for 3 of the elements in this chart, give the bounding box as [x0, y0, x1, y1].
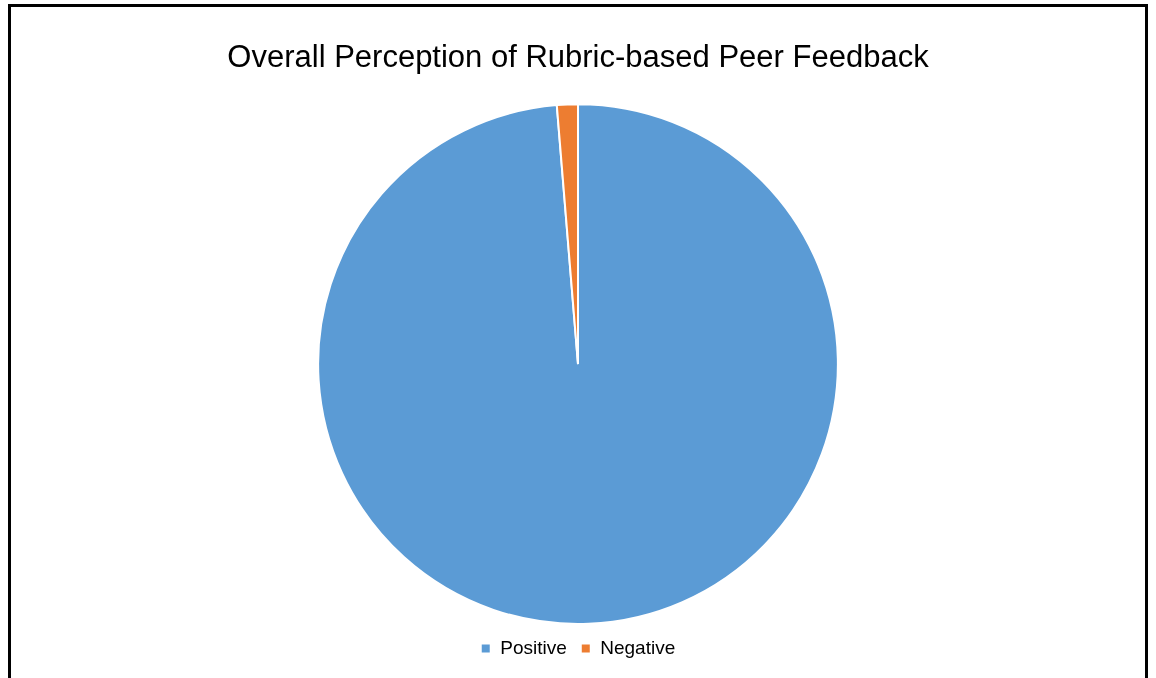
legend-label: Negative	[600, 636, 676, 658]
legend-label: Positive	[500, 636, 567, 658]
chart-title: Overall Perception of Rubric-based Peer Feedback	[227, 39, 930, 75]
